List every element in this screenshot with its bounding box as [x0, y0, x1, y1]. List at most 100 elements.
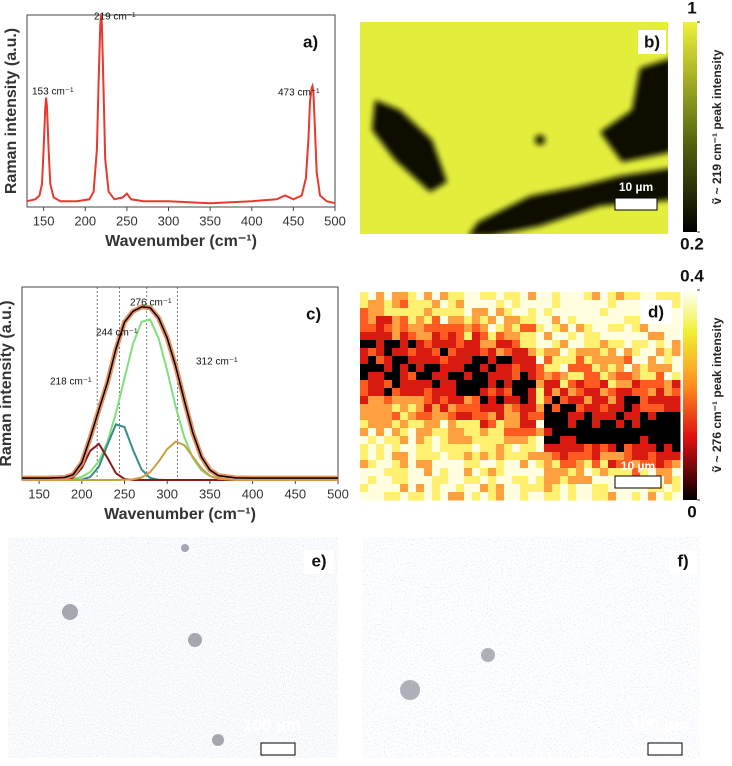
- map-cell: [672, 300, 681, 309]
- map-cell: [592, 308, 601, 317]
- map-cell: [568, 332, 577, 341]
- map-cell: [624, 308, 633, 317]
- map-cell: [384, 452, 393, 461]
- map-cell: [360, 428, 369, 437]
- map-cell: [472, 364, 481, 373]
- map-cell: [544, 436, 553, 445]
- map-cell: [560, 396, 569, 405]
- map-cell: [360, 396, 369, 405]
- scale-bar-label: 100 µm: [243, 715, 301, 734]
- map-cell: [488, 308, 497, 317]
- map-cell: [400, 300, 409, 309]
- map-cell: [648, 396, 657, 405]
- map-cell: [448, 364, 457, 373]
- map-cell: [360, 300, 369, 309]
- map-cell: [632, 356, 641, 365]
- map-cell: [424, 420, 433, 429]
- map-cell: [528, 460, 537, 469]
- map-cell: [504, 388, 513, 397]
- map-cell: [520, 292, 529, 301]
- map-cell: [520, 348, 529, 357]
- map-cell: [592, 388, 601, 397]
- map-cell: [384, 300, 393, 309]
- map-cell: [576, 356, 585, 365]
- map-cell: [424, 396, 433, 405]
- map-cell: [560, 364, 569, 373]
- map-cell: [464, 404, 473, 413]
- map-cell: [512, 492, 521, 501]
- map-cell: [376, 340, 385, 349]
- map-cell: [368, 492, 377, 501]
- map-cell: [416, 308, 425, 317]
- map-cell: [560, 436, 569, 445]
- map-cell: [656, 380, 665, 389]
- map-cell: [592, 292, 601, 301]
- map-cell: [656, 404, 665, 413]
- map-cell: [480, 356, 489, 365]
- x-tick-label: 250: [114, 486, 136, 501]
- map-cell: [432, 332, 441, 341]
- map-cell: [376, 396, 385, 405]
- map-cell: [504, 356, 513, 365]
- map-cell: [568, 468, 577, 477]
- map-cell: [408, 484, 417, 493]
- map-cell: [664, 452, 673, 461]
- map-cell: [496, 372, 505, 381]
- map-cell: [608, 380, 617, 389]
- map-cell: [600, 332, 609, 341]
- map-cell: [480, 300, 489, 309]
- map-cell: [408, 364, 417, 373]
- map-cell: [464, 460, 473, 469]
- map-cell: [608, 492, 617, 501]
- map-cell: [480, 436, 489, 445]
- colorbar: [683, 290, 697, 500]
- map-cell: [616, 444, 625, 453]
- map-cell: [656, 372, 665, 381]
- map-cell: [544, 492, 553, 501]
- map-cell: [520, 468, 529, 477]
- map-cell: [648, 332, 657, 341]
- map-cell: [520, 396, 529, 405]
- map-cell: [664, 404, 673, 413]
- map-cell: [464, 348, 473, 357]
- map-cell: [488, 428, 497, 437]
- map-cell: [504, 292, 513, 301]
- map-cell: [528, 324, 537, 333]
- map-cell: [376, 404, 385, 413]
- map-cell: [576, 484, 585, 493]
- map-cell: [616, 292, 625, 301]
- map-cell: [528, 412, 537, 421]
- map-cell: [376, 364, 385, 373]
- map-cell: [616, 404, 625, 413]
- map-cell: [472, 468, 481, 477]
- x-tick-label: 350: [199, 486, 221, 501]
- colorbar-tick-label: 0: [687, 502, 696, 521]
- map-cell: [592, 356, 601, 365]
- map-cell: [512, 460, 521, 469]
- map-cell: [632, 340, 641, 349]
- map-cell: [472, 404, 481, 413]
- map-cell: [408, 412, 417, 421]
- map-cell: [472, 292, 481, 301]
- map-cell: [568, 364, 577, 373]
- map-cell: [504, 300, 513, 309]
- map-cell: [632, 300, 641, 309]
- map-cell: [432, 476, 441, 485]
- map-cell: [624, 428, 633, 437]
- x-tick-label: 400: [242, 486, 264, 501]
- map-cell: [416, 348, 425, 357]
- map-cell: [664, 428, 673, 437]
- map-cell: [440, 372, 449, 381]
- map-cell: [568, 388, 577, 397]
- map-cell: [472, 484, 481, 493]
- label-box: [640, 300, 672, 324]
- map-cell: [536, 380, 545, 389]
- map-cell: [536, 364, 545, 373]
- map-cell: [600, 476, 609, 485]
- map-cell: [512, 476, 521, 485]
- map-cell: [624, 492, 633, 501]
- map-cell: [424, 340, 433, 349]
- map-cell: [600, 428, 609, 437]
- map-cell: [576, 300, 585, 309]
